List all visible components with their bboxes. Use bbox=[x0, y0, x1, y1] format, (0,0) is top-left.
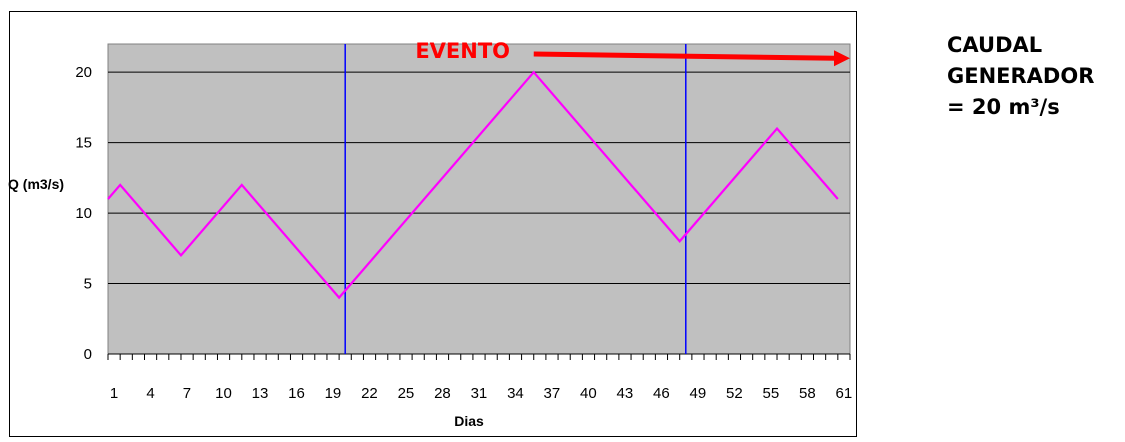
x-tick-label: 61 bbox=[835, 385, 852, 402]
x-tick-label: 43 bbox=[617, 385, 634, 402]
annotation-evento: EVENTO bbox=[415, 39, 510, 63]
x-tick-label: 46 bbox=[653, 385, 670, 402]
event-arrow-head bbox=[834, 50, 850, 67]
x-tick-label: 34 bbox=[507, 385, 524, 402]
x-tick-label: 19 bbox=[325, 385, 342, 402]
caudal-label-line3: = 20 m³/s bbox=[947, 95, 1060, 119]
y-tick-label: 20 bbox=[75, 64, 92, 81]
x-tick-label: 4 bbox=[146, 385, 154, 402]
x-tick-label: 49 bbox=[690, 385, 707, 402]
x-axis-ticks: 1 4 7 10 13 16 19 22 25 28 31 34 37 40 43 46 49 52 55 58 61 bbox=[107, 353, 852, 402]
caudal-label-line2: GENERADOR bbox=[947, 64, 1095, 88]
gridlines bbox=[108, 71, 850, 285]
x-axis-label: Dias bbox=[454, 413, 484, 429]
y-axis-ticks: 0 5 10 15 20 bbox=[75, 64, 92, 363]
plot-area bbox=[107, 43, 851, 355]
event-vertical-lines bbox=[344, 44, 687, 354]
x-tick-label: 13 bbox=[252, 385, 269, 402]
y-tick-label: 10 bbox=[75, 205, 92, 222]
x-tick-label: 55 bbox=[763, 385, 780, 402]
x-tick-label: 22 bbox=[361, 385, 378, 402]
x-tick-label: 7 bbox=[183, 385, 191, 402]
caudal-label-line1: CAUDAL bbox=[947, 33, 1043, 57]
x-tick-label: 16 bbox=[288, 385, 305, 402]
x-tick-label: 25 bbox=[398, 385, 415, 402]
caudal-generador-label: CAUDAL GENERADOR = 20 m³/s bbox=[947, 30, 1094, 123]
annotation-layer: EVENTO bbox=[415, 39, 850, 67]
x-tick-label: 1 bbox=[110, 385, 118, 402]
y-tick-label: 5 bbox=[84, 276, 92, 293]
x-tick-label: 10 bbox=[215, 385, 232, 402]
x-tick-label: 40 bbox=[580, 385, 597, 402]
x-tick-label: 31 bbox=[471, 385, 488, 402]
event-arrow-shaft bbox=[533, 51, 837, 61]
y-tick-label: 15 bbox=[75, 135, 92, 152]
series-layer bbox=[107, 70, 839, 300]
y-axis-label: Q (m3/s) bbox=[8, 176, 64, 192]
flow-series-line bbox=[107, 70, 839, 300]
x-tick-label: 28 bbox=[434, 385, 451, 402]
y-tick-label: 0 bbox=[84, 346, 92, 363]
x-tick-label: 52 bbox=[726, 385, 743, 402]
x-tick-label: 37 bbox=[544, 385, 561, 402]
chart-frame: 0 5 10 15 20 1 4 7 10 13 16 19 22 25 28 31 34 37 40 43 46 49… bbox=[8, 11, 857, 437]
x-tick-label: 58 bbox=[799, 385, 816, 402]
